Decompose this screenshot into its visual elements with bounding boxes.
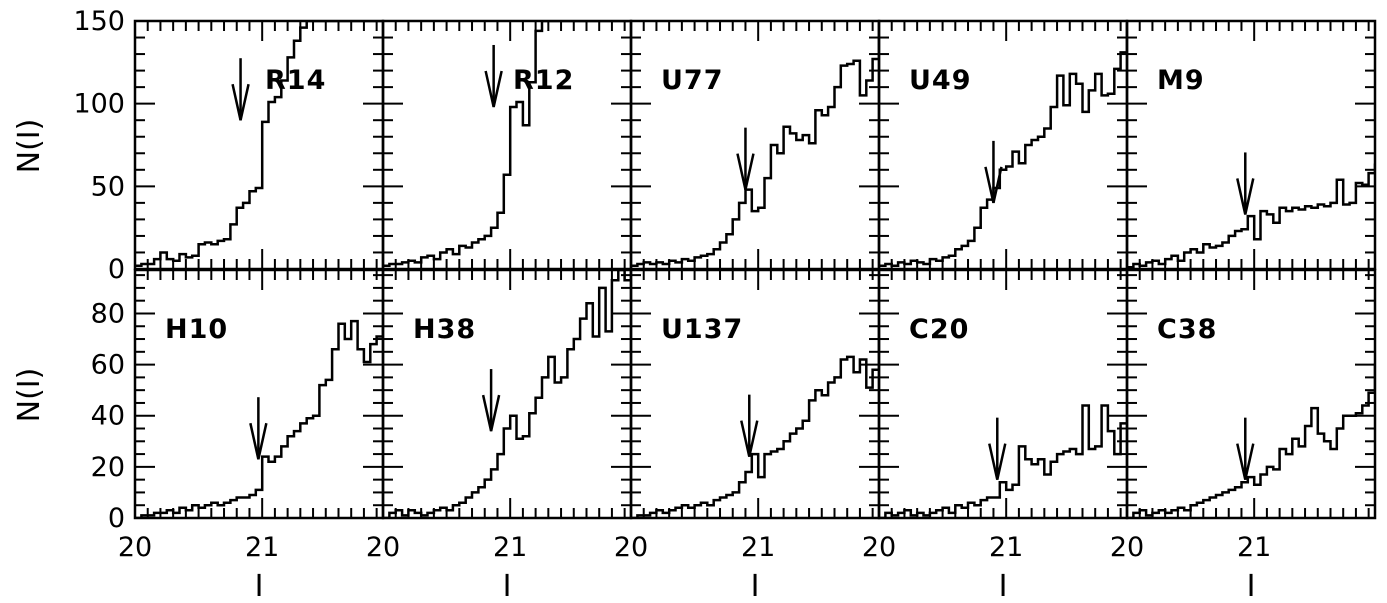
- y-tick-label: 0: [108, 503, 125, 534]
- tip-arrow-head: [481, 394, 501, 432]
- tip-arrow-head: [988, 443, 1007, 480]
- x-tick-label: 20: [862, 532, 896, 563]
- x-axis-title: I: [999, 569, 1008, 603]
- tip-arrow-head: [1236, 178, 1255, 215]
- tip-arrow-head: [484, 70, 503, 108]
- y-tick-label: 150: [73, 6, 125, 37]
- panel-label-U137: U137: [661, 314, 743, 345]
- panel-label-U77: U77: [661, 65, 724, 96]
- panel-frame: [133, 268, 385, 520]
- panel-H38: H38 20 21: [366, 268, 633, 563]
- panel-C38: C38 20 21: [1110, 268, 1377, 563]
- panel-frame: [877, 19, 1129, 271]
- y-tick-label: 0: [108, 254, 125, 285]
- y-tick-label: 60: [91, 350, 125, 381]
- x-axis-title: I: [751, 569, 760, 603]
- panel-U137: U137 20 21: [614, 268, 881, 563]
- histogram-U77: [631, 21, 879, 267]
- y-axis-title-bottom: N(I): [12, 368, 47, 423]
- y-axis-title-top: N(I): [12, 119, 47, 174]
- panel-label-C38: C38: [1157, 314, 1217, 345]
- tip-arrow-head: [249, 422, 268, 460]
- x-tick-label: 21: [989, 532, 1023, 563]
- histogram-R14: [135, 21, 383, 267]
- histogram-M9: [1127, 163, 1375, 269]
- x-tick-label: 20: [614, 532, 648, 563]
- panel-label-H10: H10: [165, 314, 228, 345]
- panel-R14: R14 0 50 100 150: [73, 6, 385, 285]
- panel-U77: U77: [629, 19, 881, 271]
- x-axis-title: I: [255, 569, 264, 603]
- panel-frame: [629, 19, 881, 271]
- x-axis-title: I: [1247, 569, 1256, 603]
- histogram-U49: [879, 23, 1127, 267]
- panel-label-R12: R12: [513, 65, 574, 96]
- panel-frame: [1125, 19, 1377, 271]
- histogram-R12: [383, 21, 631, 267]
- y-tick-label: 100: [73, 89, 125, 120]
- panel-M9: M9: [1125, 19, 1377, 271]
- histogram-C38: [1127, 363, 1375, 518]
- tip-arrow-head: [231, 83, 250, 121]
- y-tick-label: 80: [91, 298, 125, 329]
- panel-U49: U49: [877, 19, 1129, 271]
- panel-frame: [877, 268, 1129, 520]
- y-tick-label: 40: [91, 401, 125, 432]
- panel-label-U49: U49: [909, 65, 972, 96]
- x-tick-label: 20: [118, 532, 152, 563]
- histogram-U137: [631, 324, 879, 518]
- x-tick-label: 20: [366, 532, 400, 563]
- histogram-H10: [135, 319, 383, 518]
- panel-label-M9: M9: [1157, 65, 1205, 96]
- x-tick-label: 21: [741, 532, 775, 563]
- panel-C20: C20 20 21: [862, 268, 1129, 563]
- panel-R12: R12: [381, 19, 633, 271]
- tip-arrow-head: [740, 420, 759, 457]
- x-axis-title: I: [503, 569, 512, 603]
- y-tick-label: 50: [91, 171, 125, 202]
- x-tick-label: 21: [493, 532, 527, 563]
- x-tick-label: 21: [245, 532, 279, 563]
- histogram-C20: [879, 404, 1127, 518]
- panel-label-C20: C20: [909, 314, 969, 345]
- panel-label-R14: R14: [265, 65, 326, 96]
- panel-frame: [1125, 268, 1377, 520]
- panel-frame: [381, 19, 633, 271]
- tip-arrow-head: [1236, 443, 1255, 480]
- histogram-H38: [383, 270, 631, 518]
- x-tick-label: 20: [1110, 532, 1144, 563]
- panel-label-H38: H38: [413, 314, 476, 345]
- x-tick-label: 21: [1237, 532, 1271, 563]
- y-tick-label: 20: [91, 452, 125, 483]
- panel-frame: [629, 268, 881, 520]
- tip-arrow-head: [736, 153, 755, 190]
- tip-arrow-head: [984, 166, 1003, 204]
- panel-frame: [133, 19, 385, 271]
